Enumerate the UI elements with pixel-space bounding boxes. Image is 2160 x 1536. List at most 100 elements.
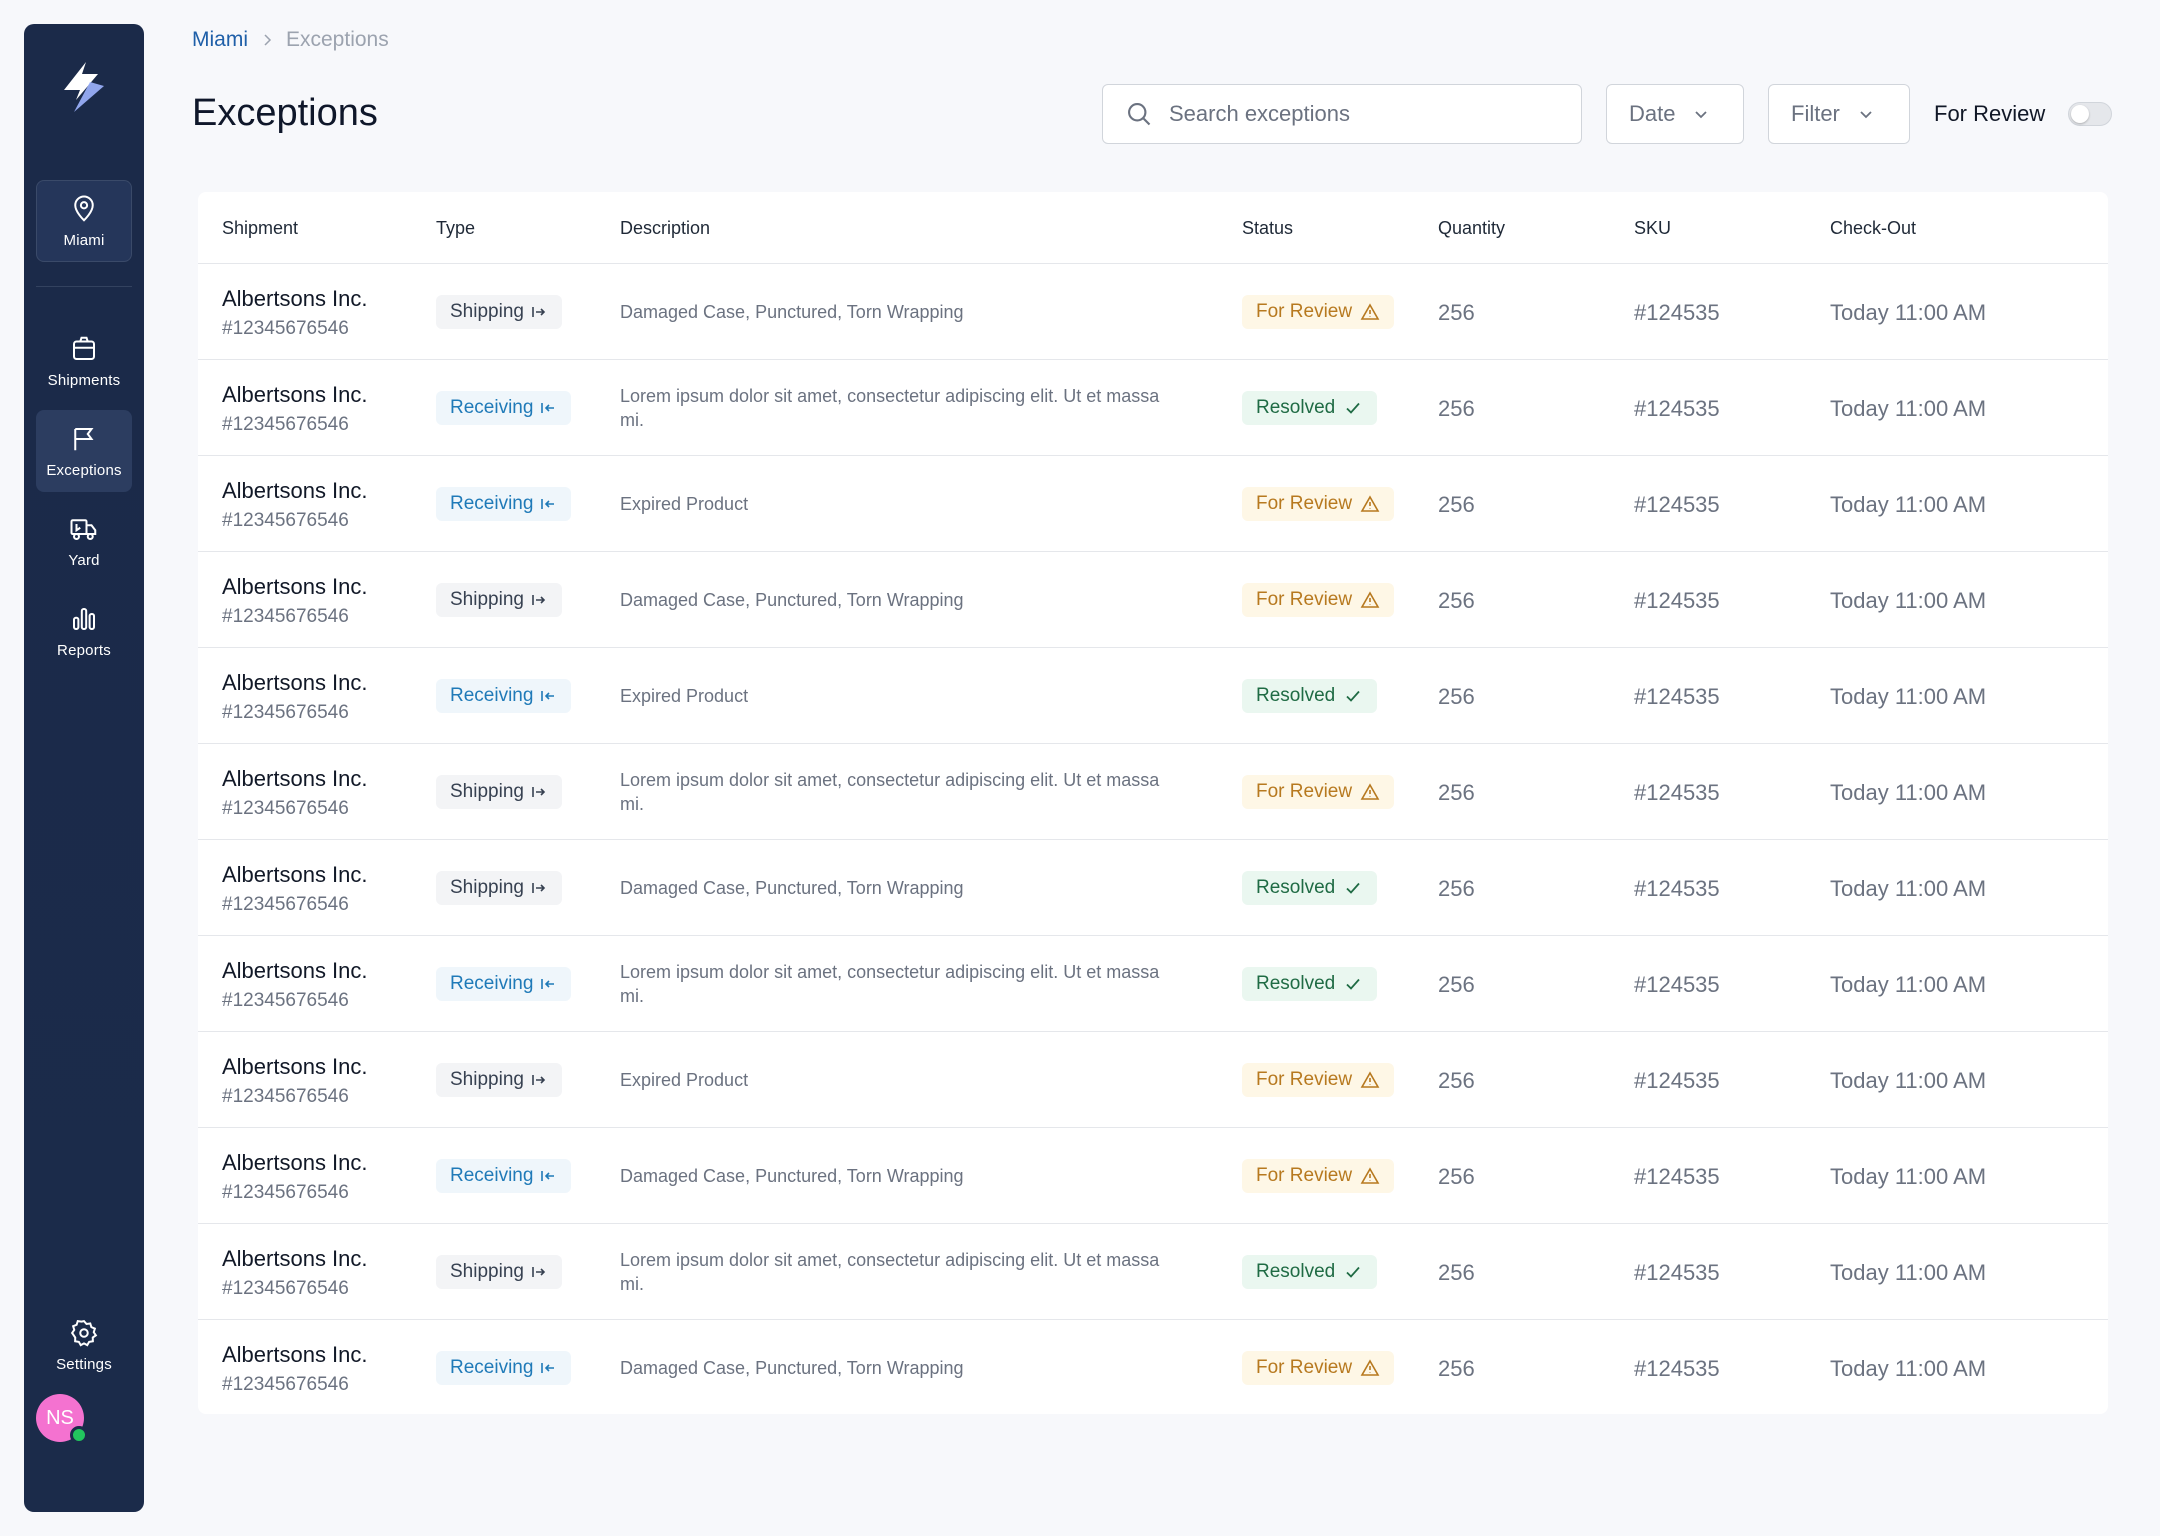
table-row[interactable]: Albertsons Inc. #12345676546 Shipping Lorem… bbox=[198, 1224, 2108, 1320]
sidebar-item-yard[interactable]: Yard bbox=[36, 500, 132, 582]
bolt-logo-icon[interactable] bbox=[60, 60, 108, 116]
sidebar-item-exceptions[interactable]: Exceptions bbox=[36, 410, 132, 492]
quantity: 256 bbox=[1438, 876, 1475, 901]
location-pin-icon bbox=[74, 195, 94, 222]
table-row[interactable]: Albertsons Inc. #12345676546 Receiving Expi… bbox=[198, 648, 2108, 744]
warning-icon bbox=[1360, 495, 1380, 512]
warning-icon bbox=[1360, 1071, 1380, 1088]
receiving-arrow-icon bbox=[541, 499, 555, 509]
table-row[interactable]: Albertsons Inc. #12345676546 Shipping Damag… bbox=[198, 264, 2108, 360]
check-out-time: Today 11:00 AM bbox=[1830, 1164, 1987, 1189]
type-cell: Receiving bbox=[436, 1351, 572, 1385]
type-label: Receiving bbox=[450, 1165, 534, 1186]
table-row[interactable]: Albertsons Inc. #12345676546 Shipping Lorem… bbox=[198, 744, 2108, 840]
date-dropdown-label: Date bbox=[1629, 101, 1676, 126]
sidebar-divider bbox=[36, 286, 132, 287]
quantity: 256 bbox=[1438, 1260, 1475, 1285]
status-label: For Review bbox=[1256, 1165, 1353, 1186]
status-cell: Resolved bbox=[1242, 1255, 1378, 1289]
online-status-dot bbox=[70, 1426, 88, 1444]
sidebar-item-label: Shipments bbox=[47, 371, 121, 389]
sidebar-item-reports[interactable]: Reports bbox=[36, 590, 132, 672]
status-label: Resolved bbox=[1256, 685, 1336, 706]
status-cell: Resolved bbox=[1242, 967, 1378, 1001]
type-cell: Shipping bbox=[436, 583, 562, 617]
shipment-id: #12345676546 bbox=[222, 702, 349, 723]
column-header-quantity[interactable]: Quantity bbox=[1438, 218, 1506, 238]
shipping-arrow-icon bbox=[532, 307, 546, 317]
shipment-id: #12345676546 bbox=[222, 1086, 349, 1107]
shipping-arrow-icon bbox=[532, 595, 546, 605]
shipping-arrow-icon bbox=[532, 787, 546, 797]
type-badge: Receiving bbox=[436, 967, 572, 1001]
date-dropdown[interactable]: Date bbox=[1606, 84, 1744, 144]
shipment-id: #12345676546 bbox=[222, 1278, 349, 1299]
sku: #124535 bbox=[1634, 972, 1720, 997]
shipment-name: Albertsons Inc. bbox=[222, 382, 368, 407]
description: Lorem ipsum dolor sit amet, consectetur … bbox=[620, 962, 1160, 1006]
quantity: 256 bbox=[1438, 780, 1475, 805]
status-cell: Resolved bbox=[1242, 391, 1378, 425]
table-row[interactable]: Albertsons Inc. #12345676546 Receiving Expi… bbox=[198, 456, 2108, 552]
table-row[interactable]: Albertsons Inc. #12345676546 Shipping Damag… bbox=[198, 552, 2108, 648]
shipment-name: Albertsons Inc. bbox=[222, 766, 368, 791]
check-out-time: Today 11:00 AM bbox=[1830, 1068, 1987, 1093]
shipment-cell: Albertsons Inc. #12345676546 bbox=[222, 1342, 368, 1396]
type-badge: Receiving bbox=[436, 1159, 572, 1193]
receiving-arrow-icon bbox=[541, 1363, 555, 1373]
table-row[interactable]: Albertsons Inc. #12345676546 Receiving Dama… bbox=[198, 1128, 2108, 1224]
filter-dropdown[interactable]: Filter bbox=[1768, 84, 1910, 144]
column-header-status[interactable]: Status bbox=[1242, 218, 1294, 238]
table-row[interactable]: Albertsons Inc. #12345676546 Receiving Lore… bbox=[198, 936, 2108, 1032]
shipping-arrow-icon bbox=[532, 1075, 546, 1085]
breadcrumb-link-miami[interactable]: Miami bbox=[192, 28, 248, 51]
quantity: 256 bbox=[1438, 1068, 1475, 1093]
check-icon bbox=[1346, 882, 1360, 894]
shipment-name: Albertsons Inc. bbox=[222, 1150, 368, 1175]
table-row[interactable]: Albertsons Inc. #12345676546 Shipping Damag… bbox=[198, 840, 2108, 936]
shipment-name: Albertsons Inc. bbox=[222, 286, 368, 311]
sku: #124535 bbox=[1634, 1356, 1720, 1381]
shipment-name: Albertsons Inc. bbox=[222, 478, 368, 503]
column-header-shipment[interactable]: Shipment bbox=[222, 218, 299, 238]
sidebar-item-label: Yard bbox=[68, 551, 100, 569]
sidebar-item-shipments[interactable]: Shipments bbox=[36, 320, 132, 402]
table-row[interactable]: Albertsons Inc. #12345676546 Receiving Dama… bbox=[198, 1320, 2108, 1414]
type-label: Receiving bbox=[450, 493, 534, 514]
search-icon bbox=[1128, 103, 1151, 126]
status-badge: For Review bbox=[1242, 295, 1395, 329]
column-header-description[interactable]: Description bbox=[620, 218, 711, 238]
description: Damaged Case, Punctured, Torn Wrapping bbox=[620, 878, 964, 898]
sku: #124535 bbox=[1634, 396, 1720, 421]
filter-dropdown-label: Filter bbox=[1791, 101, 1840, 126]
shipment-cell: Albertsons Inc. #12345676546 bbox=[222, 670, 368, 724]
column-header-type[interactable]: Type bbox=[436, 218, 476, 238]
type-badge: Receiving bbox=[436, 487, 572, 521]
sidebar-item-settings[interactable]: Settings bbox=[36, 1304, 132, 1386]
status-badge: For Review bbox=[1242, 487, 1395, 521]
status-badge: Resolved bbox=[1242, 1255, 1378, 1289]
for-review-toggle[interactable] bbox=[2068, 102, 2112, 126]
status-cell: For Review bbox=[1242, 775, 1395, 809]
status-label: For Review bbox=[1256, 1069, 1353, 1090]
shipment-cell: Albertsons Inc. #12345676546 bbox=[222, 958, 368, 1012]
status-badge: Resolved bbox=[1242, 391, 1378, 425]
column-header-sku[interactable]: SKU bbox=[1634, 218, 1672, 238]
warning-icon bbox=[1360, 783, 1380, 800]
sku: #124535 bbox=[1634, 684, 1720, 709]
column-header-check-out[interactable]: Check-Out bbox=[1830, 218, 1917, 238]
search-box[interactable] bbox=[1102, 84, 1582, 144]
search-input[interactable] bbox=[1169, 101, 1549, 127]
toggle-knob bbox=[2071, 105, 2089, 123]
status-label: For Review bbox=[1256, 493, 1353, 514]
type-badge: Receiving bbox=[436, 679, 572, 713]
shipment-id: #12345676546 bbox=[222, 990, 349, 1011]
type-badge: Shipping bbox=[436, 871, 562, 905]
location-selector[interactable]: Miami bbox=[36, 180, 132, 262]
status-label: Resolved bbox=[1256, 1261, 1336, 1282]
table-row[interactable]: Albertsons Inc. #12345676546 Receiving Lore… bbox=[198, 360, 2108, 456]
description: Damaged Case, Punctured, Torn Wrapping bbox=[620, 1166, 964, 1186]
table-row[interactable]: Albertsons Inc. #12345676546 Shipping Expir… bbox=[198, 1032, 2108, 1128]
gear-icon bbox=[70, 1319, 98, 1346]
type-badge: Shipping bbox=[436, 583, 562, 617]
